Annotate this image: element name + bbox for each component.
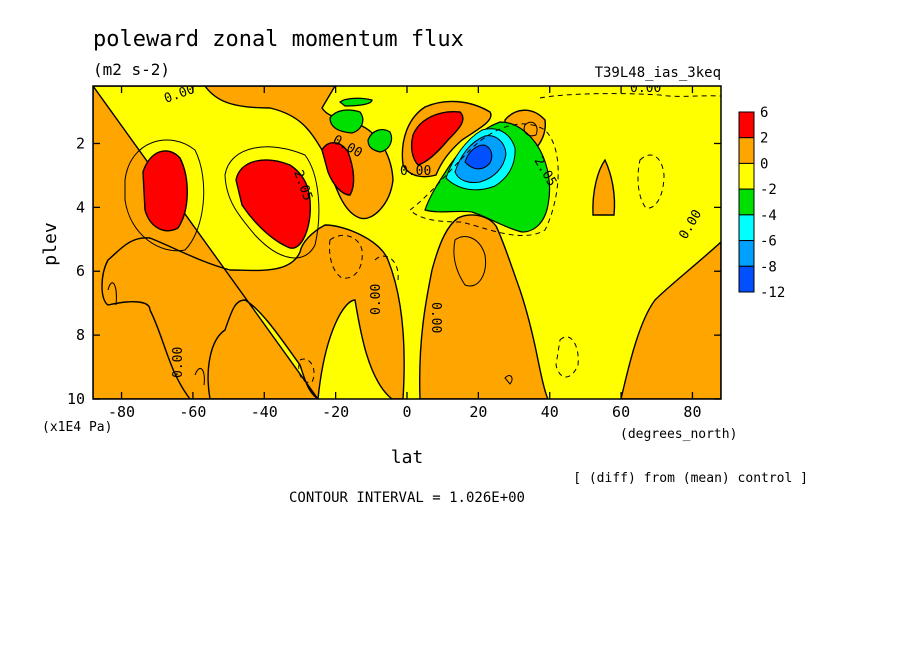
region-max-18s (321, 142, 355, 196)
x-tick-label: -40 (251, 403, 278, 421)
colorbar-swatch (738, 137, 755, 164)
colorbar: 6 2 0 -2 -4 -6 -8 -12 (738, 105, 785, 301)
contour-label: 0.00 (630, 81, 661, 96)
colorbar-label: -2 (760, 182, 777, 198)
colorbar-label: 6 (760, 105, 768, 121)
colorbar-swatch (738, 188, 755, 216)
plot-area: 0.00 0.00 0.00 0.00 0.00 0.00 0.00 0.00 … (93, 81, 721, 399)
colorbar-label: 0 (760, 156, 768, 172)
x-axis-label: lat (391, 447, 424, 468)
y-axis-label: plev (40, 222, 61, 265)
y-tick-label: 10 (67, 390, 85, 408)
y-tick-label: 4 (76, 198, 85, 216)
y-tick-label: 8 (76, 326, 85, 344)
y-axis: 2 4 6 8 10 (67, 134, 721, 408)
region-positive-nh-east (620, 241, 721, 399)
x-tick-label: 80 (683, 403, 701, 421)
colorbar-swatch (738, 111, 755, 139)
colorbar-label: -4 (760, 208, 777, 224)
colorbar-label: 2 (760, 131, 768, 147)
contour-label: 0.00 (369, 284, 384, 315)
region-neg-top-15s (329, 109, 364, 134)
region-positive-nh-tongue (419, 214, 549, 399)
x-axis: -80 -60 -40 -20 0 20 40 60 80 (108, 86, 701, 421)
x-tick-label: -60 (179, 403, 206, 421)
contour-interval: CONTOUR INTERVAL = 1.026E+00 (289, 490, 525, 506)
region-max-68s (142, 150, 188, 232)
chart-units: (m2 s-2) (93, 60, 170, 79)
colorbar-swatch (738, 265, 755, 293)
x-tick-label: 40 (541, 403, 559, 421)
colorbar-label: -6 (760, 234, 777, 250)
x-tick-label: 0 (402, 403, 411, 421)
region-max-36s (235, 159, 312, 249)
y-tick-label: 6 (76, 262, 85, 280)
y-units: (x1E4 Pa) (42, 420, 112, 435)
region-max-5n (410, 111, 464, 166)
y-tick-label: 2 (76, 134, 85, 152)
colorbar-swatch (738, 240, 755, 267)
contour-label: 0.00 (428, 302, 443, 333)
x-tick-label: 60 (612, 403, 630, 421)
chart-title: poleward zonal momentum flux (93, 27, 464, 52)
positive-contours (107, 121, 538, 386)
run-label: T39L48_ias_3keq (595, 65, 721, 81)
contour-label: 0.00 (400, 164, 431, 179)
colorbar-swatch (738, 162, 755, 190)
colorbar-swatch (738, 214, 755, 242)
region-neg-top-strip (339, 97, 373, 107)
x-tick-label: -80 (108, 403, 135, 421)
x-units: (degrees_north) (620, 427, 737, 442)
colorbar-label: -12 (760, 285, 785, 301)
negative-contours (298, 93, 721, 383)
region-neg-top-5s (367, 129, 393, 153)
comparison-note: [ (diff) from (mean) control ] (573, 471, 808, 486)
region-positive-nh-col (592, 158, 616, 216)
colorbar-label: -8 (760, 259, 777, 275)
region-positive-sh (93, 86, 405, 399)
x-tick-label: -20 (322, 403, 349, 421)
contour-label: 0.00 (171, 347, 186, 378)
x-tick-label: 20 (469, 403, 487, 421)
region-neg-max (464, 144, 493, 170)
